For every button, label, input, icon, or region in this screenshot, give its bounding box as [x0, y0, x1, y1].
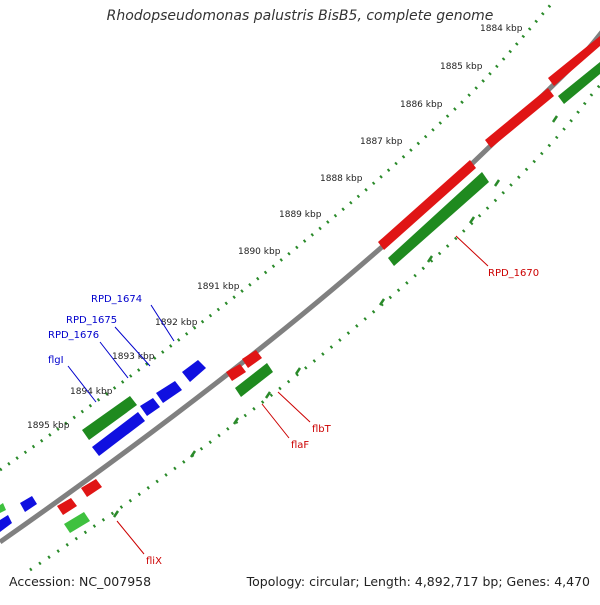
gene-blue-small[interactable]: [20, 496, 37, 512]
tick-label: 1889 kbp: [279, 210, 322, 220]
gene-green-light[interactable]: [64, 512, 90, 533]
tick-label: 1888 kbp: [320, 174, 363, 184]
genome-backbone: [0, 30, 600, 545]
inner-tick-ring: [29, 83, 600, 572]
gene-red-small2[interactable]: [57, 498, 77, 515]
tick-label: 1885 kbp: [440, 62, 483, 72]
outer-tick-ring: [0, 0, 557, 472]
tick-label: 1891 kbp: [197, 282, 240, 292]
tick-label: 1894 kbp: [70, 387, 113, 397]
gene-blue-1[interactable]: [182, 360, 206, 382]
gene-rpd1670-red[interactable]: [378, 160, 476, 250]
gene-green-edge: [0, 503, 6, 513]
gene-flaf-red[interactable]: [226, 364, 246, 381]
gene-blue-3[interactable]: [140, 398, 160, 416]
tick-label: 1895 kbp: [27, 421, 70, 431]
tick-label: 1892 kbp: [155, 318, 198, 328]
gene-label[interactable]: RPD_1675: [66, 315, 117, 326]
gene-labels: RPD_1670 flbT flaF fliX RPD_1674 RPD_167…: [48, 268, 539, 567]
green-gene-features: [0, 62, 600, 533]
gene-red-top2[interactable]: [548, 36, 600, 86]
tick-labels: 1884 kbp 1885 kbp 1886 kbp 1887 kbp 1888…: [27, 24, 523, 431]
red-gene-features: [57, 36, 600, 515]
tick-label: 1890 kbp: [238, 247, 281, 257]
gene-label[interactable]: fliX: [146, 556, 162, 567]
gene-label[interactable]: RPD_1676: [48, 330, 99, 341]
gene-label[interactable]: RPD_1674: [91, 294, 142, 305]
inner-major-ticks: [112, 115, 559, 518]
genome-stats-text: Topology: circular; Length: 4,892,717 bp…: [246, 574, 590, 589]
map-title: Rhodopseudomonas palustris BisB5, comple…: [106, 8, 494, 24]
tick-label: 1884 kbp: [480, 24, 523, 34]
gene-green-top[interactable]: [558, 62, 600, 104]
gene-red-top1[interactable]: [485, 88, 554, 148]
gene-label[interactable]: flbT: [312, 424, 332, 435]
tick-label: 1886 kbp: [400, 100, 443, 110]
tick-label: 1893 kbp: [112, 352, 155, 362]
gene-blue-long[interactable]: [92, 412, 145, 456]
gene-label[interactable]: RPD_1670: [488, 268, 539, 279]
gene-red-small1[interactable]: [81, 479, 102, 497]
callout-lines: [67, 235, 489, 555]
gene-blue-edge[interactable]: [0, 515, 12, 532]
gene-green-mid[interactable]: [235, 363, 273, 397]
gene-label[interactable]: flaF: [291, 440, 309, 451]
tick-label: 1887 kbp: [360, 137, 403, 147]
gene-flbt-red[interactable]: [242, 350, 262, 368]
accession-text: Accession: NC_007958: [9, 574, 152, 589]
gene-label[interactable]: flgI: [48, 355, 64, 366]
blue-gene-features: [0, 360, 206, 532]
gene-blue-2[interactable]: [156, 381, 182, 403]
gene-green-left[interactable]: [82, 396, 137, 440]
gene-green-long[interactable]: [388, 172, 489, 266]
